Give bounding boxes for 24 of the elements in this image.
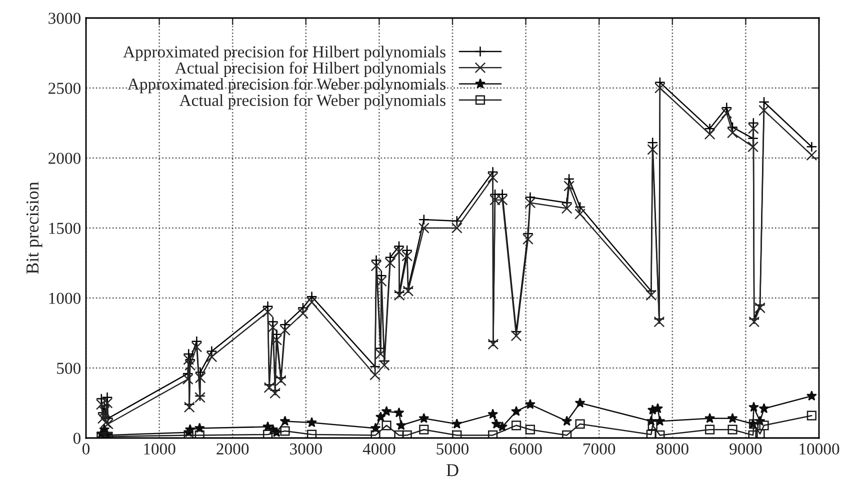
x-tick-label: 6000	[510, 443, 542, 455]
x-axis-title: D	[446, 464, 458, 476]
y-tick-label: 0	[73, 432, 81, 444]
y-axis-title: Bit precision	[26, 182, 42, 274]
legend-label: Approximated precision for Weber polynomials	[128, 78, 446, 94]
x-tick-label: 9000	[730, 443, 762, 455]
x-tick-label: 4000	[362, 443, 396, 455]
x-tick-label: 8000	[656, 443, 688, 455]
y-tick-label: 3000	[48, 12, 81, 24]
x-tick-label: 5000	[436, 443, 469, 455]
x-tick-label: 10000	[800, 443, 840, 455]
legend-label: Actual precision for Hilbert polynomials	[175, 62, 446, 78]
x-tick-label: 0	[82, 443, 90, 455]
x-tick-label: 1000	[144, 443, 176, 455]
legend-label: Approximated precision for Hilbert polynomials	[123, 46, 446, 61]
y-tick-label: 500	[57, 362, 81, 374]
x-tick-label: 3000	[290, 443, 322, 455]
y-tick-label: 1500	[49, 222, 81, 234]
y-tick-label: 2000	[48, 152, 81, 164]
y-tick-label: 2500	[48, 82, 81, 94]
y-tick-label: 1000	[49, 292, 81, 304]
x-tick-label: 2000	[216, 443, 249, 455]
x-tick-label: 7000	[584, 443, 616, 455]
legend-label: Actual precision for Weber polynomials	[179, 94, 446, 110]
